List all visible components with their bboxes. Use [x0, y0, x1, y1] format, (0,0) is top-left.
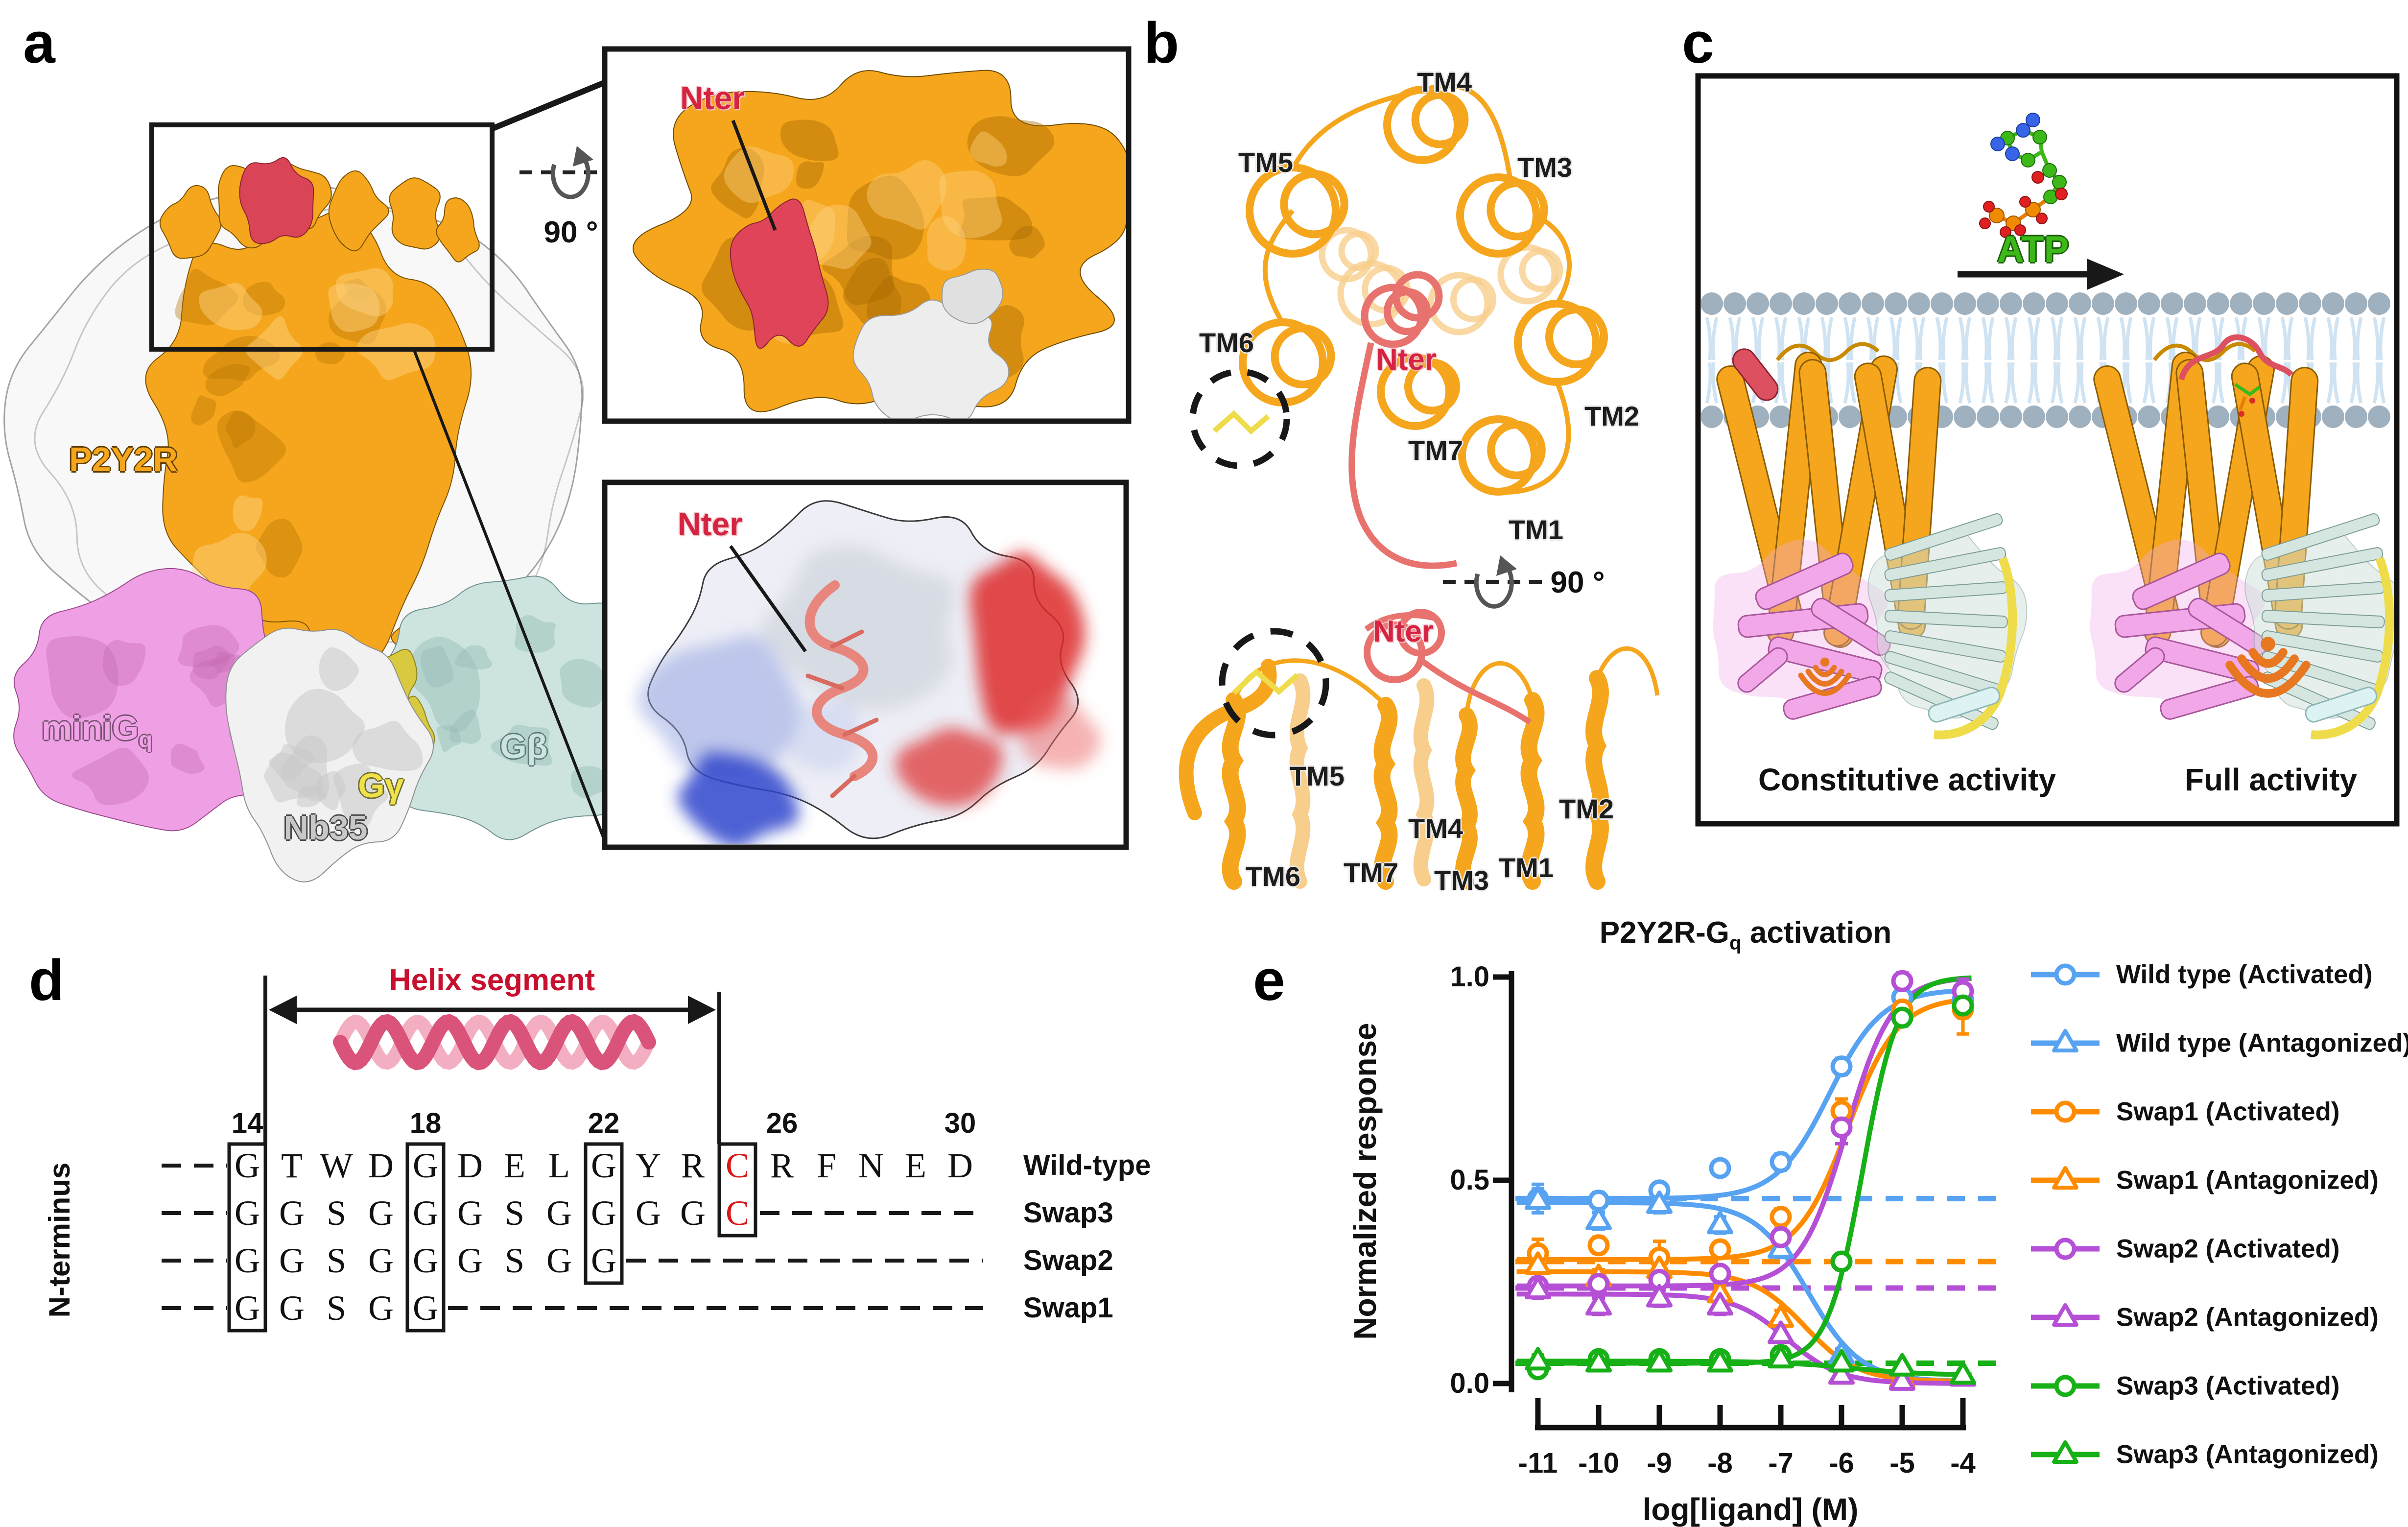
figure-artwork: [3, 46, 2400, 1464]
figure-page: { "panel_a": { "label": "a", "receptor_l…: [3, 14, 2408, 1525]
